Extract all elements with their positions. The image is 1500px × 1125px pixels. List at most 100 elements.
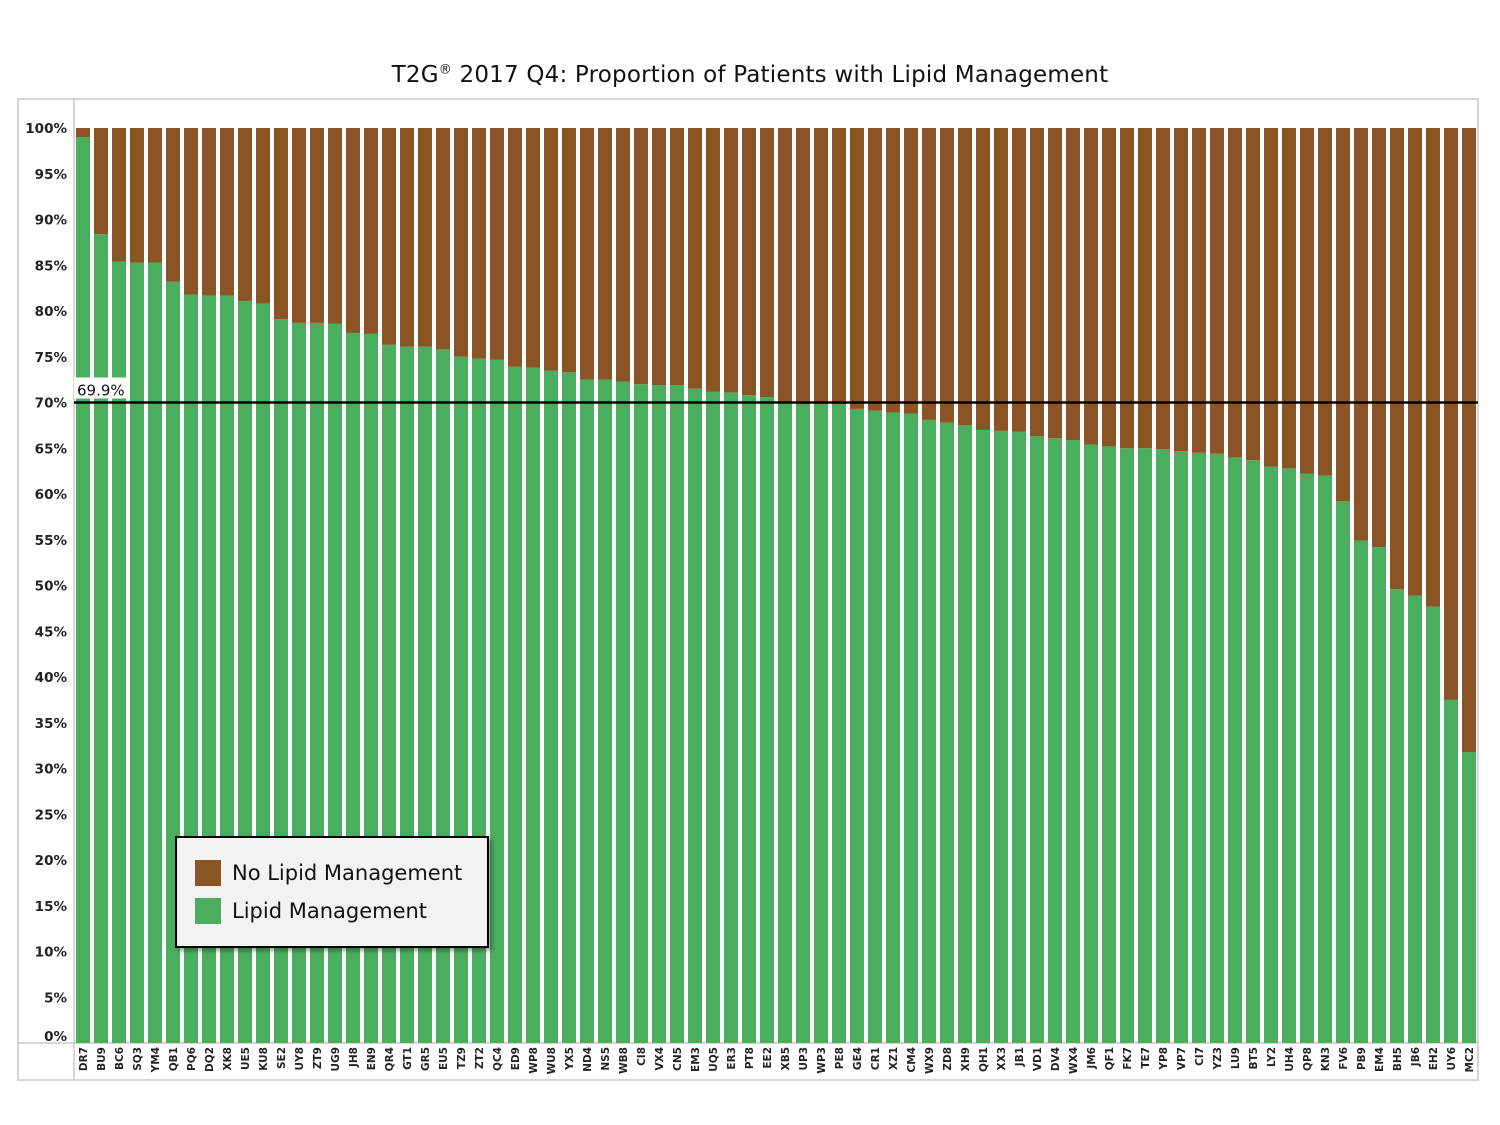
- bar-lipid-up3: [795, 404, 811, 1044]
- x-tick-label: SE2: [276, 1047, 288, 1069]
- bar-lipid-qf1: [1101, 446, 1117, 1043]
- legend-label-lipid: Lipid Management: [232, 899, 428, 923]
- x-tick-label: QP8: [1302, 1047, 1314, 1071]
- bar-lipid-jb1: [1011, 431, 1027, 1043]
- bar-lipid-vd1: [1029, 436, 1045, 1044]
- x-tick-label: TZ9: [456, 1047, 468, 1069]
- outer-frame: [17, 98, 1479, 1081]
- legend-item-no-lipid: No Lipid Management: [195, 860, 462, 886]
- bar-lipid-ci7: [1191, 452, 1207, 1043]
- bar-no-lipid-mc2: [1461, 128, 1477, 753]
- bar-lipid-yp8: [1155, 449, 1171, 1043]
- y-tick-label: 5%: [44, 990, 67, 1006]
- x-tick-label: QH1: [978, 1047, 990, 1072]
- bar-no-lipid-qc4: [489, 128, 505, 360]
- bar-lipid-dv4: [1047, 438, 1063, 1043]
- bar-no-lipid-wp3: [813, 128, 829, 405]
- x-tick-label: WB8: [618, 1047, 630, 1074]
- bar-lipid-xx3: [993, 430, 1009, 1043]
- x-tick-label: XX3: [996, 1047, 1008, 1071]
- x-tick-label: EM3: [690, 1047, 702, 1072]
- x-tick-label: YP8: [1158, 1047, 1170, 1071]
- y-axis-ticks: 0% 5% 10% 15% 20% 25% 30% 35% 40% 45% 50% 55% 60% 65%…: [25, 121, 67, 1045]
- bar-lipid-vp7: [1173, 450, 1189, 1043]
- y-tick-label: 90%: [35, 213, 68, 229]
- bar-no-lipid-kn3: [1317, 128, 1333, 476]
- x-tick-label: WX4: [1068, 1047, 1080, 1074]
- x-tick-label: CM4: [906, 1047, 918, 1072]
- bar-lipid-pe8: [831, 404, 847, 1044]
- y-tick-label: 10%: [35, 945, 68, 961]
- bar-lipid-er3: [723, 392, 739, 1043]
- x-tick-label: QB1: [168, 1047, 180, 1071]
- y-tick-label: 100%: [25, 121, 67, 137]
- x-tick-label: GE4: [852, 1047, 864, 1070]
- x-tick-label: CR1: [870, 1047, 882, 1070]
- bar-no-lipid-er3: [723, 128, 739, 393]
- bar-no-lipid-fv6: [1335, 128, 1351, 502]
- x-tick-label: ED9: [510, 1047, 522, 1070]
- bar-lipid-mc2: [1461, 752, 1477, 1043]
- x-tick-label: ER3: [726, 1047, 738, 1070]
- x-tick-label: WP8: [528, 1047, 540, 1074]
- bar-lipid-wb8: [615, 381, 631, 1044]
- bar-no-lipid-sq3: [129, 128, 145, 263]
- legend: No Lipid Management Lipid Management: [175, 836, 489, 948]
- x-tick-label: PB9: [1356, 1047, 1368, 1070]
- x-tick-label: FK7: [1122, 1047, 1134, 1070]
- bar-no-lipid-pb9: [1353, 128, 1369, 541]
- legend-swatch-lipid: [195, 898, 221, 924]
- x-tick-label: VD1: [1032, 1047, 1044, 1071]
- bar-no-lipid-wp8: [525, 128, 541, 368]
- x-tick-label: DR7: [78, 1047, 90, 1071]
- x-tick-label: YM4: [150, 1047, 162, 1073]
- bar-no-lipid-gt1: [399, 128, 415, 347]
- x-tick-label: VP7: [1176, 1047, 1188, 1070]
- legend-label-no-lipid: No Lipid Management: [232, 861, 463, 885]
- bar-lipid-bh5: [1389, 589, 1405, 1043]
- x-tick-label: UP3: [798, 1047, 810, 1071]
- bar-lipid-xh9: [957, 425, 973, 1043]
- x-tick-label: XH9: [960, 1047, 972, 1071]
- y-tick-label: 30%: [35, 762, 68, 778]
- x-tick-label: XK8: [222, 1047, 234, 1071]
- y-tick-label: 95%: [35, 167, 68, 183]
- x-tick-label: JB1: [1014, 1047, 1026, 1067]
- x-tick-label: NS5: [600, 1047, 612, 1071]
- bar-lipid-bc6: [111, 261, 127, 1044]
- bar-lipid-sq3: [129, 262, 145, 1043]
- bar-no-lipid-en9: [363, 128, 379, 334]
- bar-no-lipid-pq6: [183, 128, 199, 295]
- y-tick-label: 70%: [35, 396, 68, 412]
- bar-no-lipid-yz3: [1209, 128, 1225, 454]
- bar-no-lipid-fk7: [1119, 128, 1135, 449]
- bar-no-lipid-em4: [1371, 128, 1387, 548]
- bar-no-lipid-yx5: [561, 128, 577, 373]
- bar-no-lipid-ge4: [849, 128, 865, 409]
- x-tick-label: EE2: [762, 1047, 774, 1069]
- bar-no-lipid-se2: [273, 128, 289, 320]
- bar-lipid-pb9: [1353, 540, 1369, 1043]
- bar-lipid-ns5: [597, 379, 613, 1043]
- x-tick-label: ZD8: [942, 1047, 954, 1071]
- bar-lipid-kn3: [1317, 475, 1333, 1043]
- y-tick-label: 20%: [35, 853, 68, 869]
- x-tick-label: QC4: [492, 1047, 504, 1071]
- reference-line-layer: 69.9%: [74, 377, 1478, 404]
- bar-no-lipid-em3: [687, 128, 703, 389]
- bar-no-lipid-ee2: [759, 128, 775, 398]
- bar-lipid-xb5: [777, 403, 793, 1043]
- x-tick-label: UY6: [1446, 1047, 1458, 1070]
- legend-item-lipid: Lipid Management: [195, 898, 427, 924]
- bar-lipid-wu8: [543, 370, 559, 1044]
- bar-no-lipid-cn5: [669, 128, 685, 386]
- x-tick-label: UG9: [330, 1047, 342, 1071]
- x-tick-label: GT1: [402, 1047, 414, 1070]
- bar-no-lipid-wx4: [1065, 128, 1081, 441]
- bar-lipid-wp3: [813, 404, 829, 1044]
- y-tick-label: 15%: [35, 899, 68, 915]
- bar-lipid-te7: [1137, 448, 1153, 1043]
- bar-no-lipid-uy8: [291, 128, 307, 323]
- y-tick-label: 35%: [35, 716, 68, 732]
- x-axis-ticks: DR7 BU9 BC6 SQ3 YM4 QB1 PQ6 DQ2 XK8 UE5 KU8 SE2 UY8 Z…: [78, 1047, 1476, 1074]
